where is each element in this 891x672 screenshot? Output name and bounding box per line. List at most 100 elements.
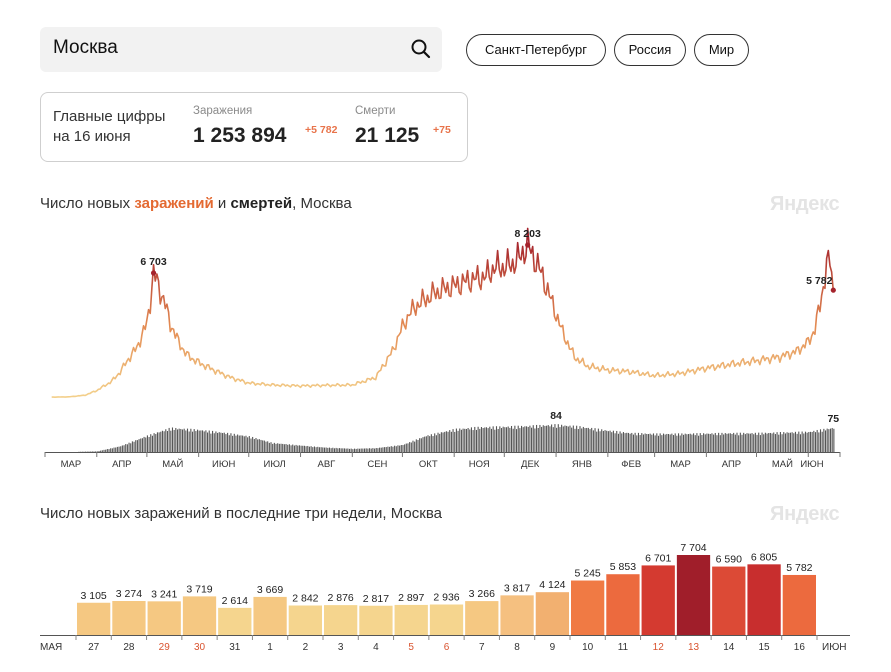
- chip-world[interactable]: Мир: [694, 34, 749, 66]
- search-input[interactable]: Москва: [53, 37, 118, 58]
- deaths-bar: [445, 431, 447, 452]
- bar-16: [782, 574, 816, 635]
- deaths-bar: [217, 432, 219, 452]
- deaths-bar: [514, 425, 516, 452]
- x-tick-label: 9: [550, 642, 556, 653]
- deaths-bar: [813, 430, 815, 452]
- deaths-bar: [701, 434, 703, 452]
- deaths-bar: [726, 433, 728, 452]
- deaths-bar: [435, 435, 437, 452]
- deaths-bar: [370, 448, 372, 452]
- deaths-bar: [704, 434, 706, 452]
- deaths-bar: [347, 448, 349, 452]
- deaths-bar: [247, 437, 249, 452]
- deaths-bar: [758, 432, 760, 452]
- deaths-bar: [387, 446, 389, 452]
- deaths-bar: [447, 431, 449, 452]
- deaths-bar: [110, 448, 112, 452]
- bar-value-label: 7 704: [680, 542, 706, 554]
- deaths-bar: [526, 426, 528, 452]
- deaths-bar: [713, 434, 715, 452]
- deaths-bar: [527, 426, 529, 452]
- deaths-bar: [442, 432, 444, 452]
- deaths-bar: [302, 445, 304, 452]
- deaths-bar: [118, 446, 120, 452]
- deaths-bar: [814, 432, 817, 452]
- deaths-bar: [170, 430, 172, 452]
- deaths-bar: [305, 446, 307, 452]
- deaths-bar: [282, 443, 284, 452]
- deaths-bar: [586, 427, 588, 452]
- bar-value-label: 3 669: [257, 584, 283, 596]
- deaths-bar: [487, 428, 489, 452]
- x-tick-label: АВГ: [318, 459, 336, 470]
- deaths-bar: [601, 429, 603, 452]
- deaths-bar: [686, 434, 688, 452]
- deaths-bar: [390, 446, 392, 452]
- deaths-bar: [338, 448, 341, 452]
- deaths-bar: [280, 443, 282, 452]
- deaths-bar: [185, 430, 187, 452]
- deaths-bar: [768, 433, 770, 452]
- deaths-bar: [589, 429, 591, 452]
- deaths-bar: [708, 433, 710, 452]
- deaths-bar: [265, 441, 267, 452]
- deaths-bar: [233, 433, 235, 452]
- x-tick-label: СЕН: [367, 459, 387, 470]
- deaths-bar: [377, 448, 379, 452]
- deaths-bar: [652, 433, 655, 452]
- deaths-bar: [395, 446, 397, 452]
- x-tick-label: 16: [794, 642, 806, 653]
- deaths-bar: [405, 443, 407, 452]
- deaths-bar: [434, 433, 436, 452]
- deaths-bar: [733, 432, 735, 452]
- deaths-bar: [744, 434, 746, 452]
- deaths-bar: [547, 425, 549, 452]
- chart2-title: Число новых заражений в последние три не…: [40, 505, 442, 522]
- deaths-bar: [258, 439, 260, 452]
- search-icon[interactable]: [410, 38, 432, 60]
- deaths-bar: [604, 430, 606, 452]
- yandex-watermark: Яндекс: [770, 193, 840, 215]
- deaths-bar: [181, 429, 184, 452]
- deaths-bar: [108, 449, 110, 452]
- deaths-bar: [323, 447, 326, 452]
- deaths-bar: [365, 448, 367, 452]
- deaths-bar: [644, 433, 646, 452]
- deaths-bar: [222, 433, 224, 452]
- deaths-bar: [103, 449, 105, 452]
- deaths-bar: [327, 447, 329, 452]
- chart1-title-suffix: , Москва: [292, 195, 352, 212]
- deaths-bar: [826, 428, 828, 452]
- deaths-bar: [240, 435, 242, 452]
- chip-russia[interactable]: Россия: [614, 34, 686, 66]
- deaths-bar: [385, 447, 387, 452]
- deaths-bar: [529, 425, 531, 452]
- x-tick-label: ДЕК: [521, 459, 540, 470]
- bar-value-label: 5 245: [574, 568, 600, 580]
- deaths-bar: [399, 445, 401, 452]
- deaths-bar: [155, 434, 157, 452]
- deaths-bar: [322, 447, 324, 452]
- deaths-bar: [115, 447, 117, 452]
- deaths-bar: [171, 427, 174, 452]
- deaths-bar: [455, 428, 457, 452]
- deaths-bar: [632, 434, 634, 452]
- bar-value-label: 3 105: [80, 590, 106, 602]
- deaths-bar: [121, 445, 123, 452]
- deaths-bar: [499, 426, 501, 452]
- deaths-bar: [539, 424, 541, 452]
- search-box[interactable]: Москва: [40, 27, 442, 72]
- deaths-bar: [654, 435, 656, 452]
- chip-saint-petersburg[interactable]: Санкт-Петербург: [466, 34, 606, 66]
- deaths-bar: [146, 435, 148, 452]
- x-tick-label: 8: [514, 642, 520, 653]
- deaths-bar: [310, 446, 312, 452]
- deaths-bar: [769, 432, 771, 452]
- deaths-bar: [698, 435, 700, 452]
- deaths-bar: [711, 433, 713, 452]
- deaths-bar: [579, 426, 581, 452]
- deaths-bar: [607, 431, 609, 452]
- deaths-bar: [631, 432, 633, 452]
- deaths-bar: [248, 436, 250, 452]
